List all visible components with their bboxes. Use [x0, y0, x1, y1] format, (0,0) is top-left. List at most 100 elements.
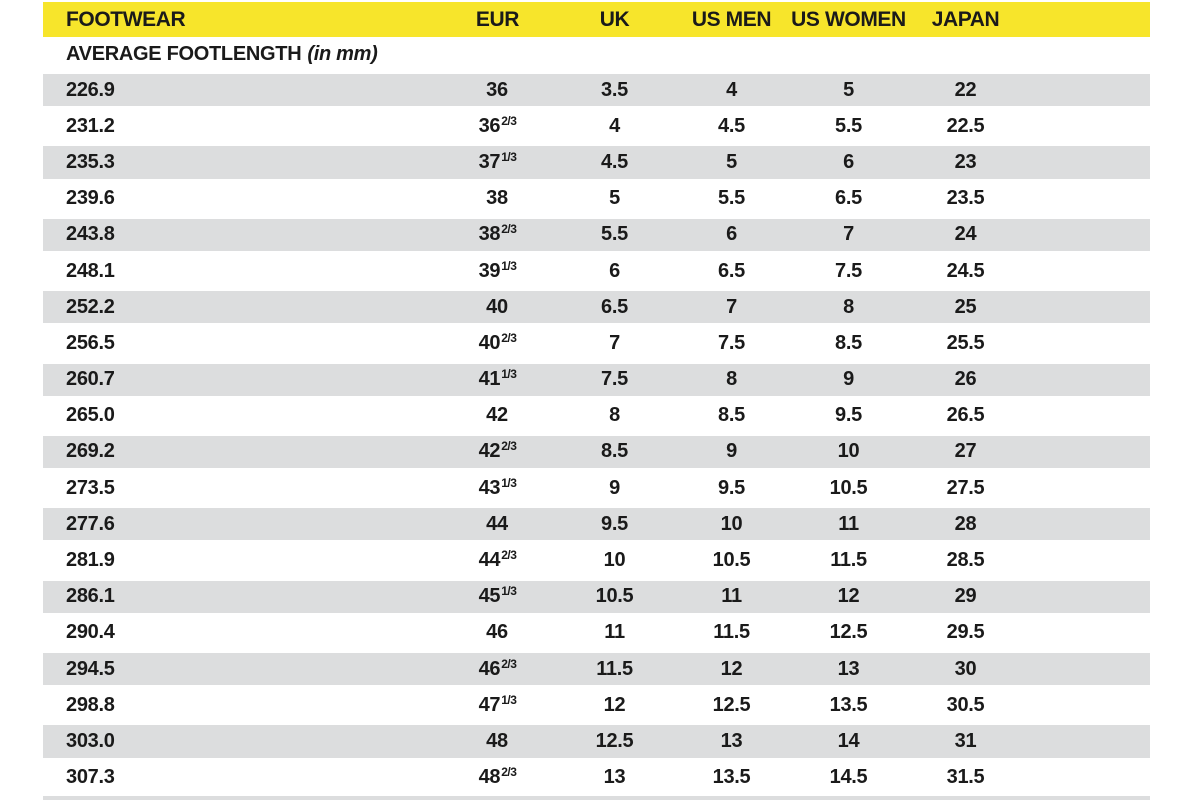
cell-eur-size: 42	[439, 404, 556, 427]
table-row: 248.1 391/3 6 6.5 7.5 24.5	[43, 252, 1150, 290]
cell-avg-footlength: 231.2	[66, 114, 115, 137]
subtitle-label: AVERAGE FOOTLENGTH (in mm)	[43, 43, 378, 66]
cell-avg-footlength: 256.5	[66, 331, 115, 354]
cell-us-men-size: 4	[726, 78, 737, 101]
cell-japan-size: 31	[954, 729, 977, 752]
cell-avg-footlength: 252.2	[66, 295, 115, 318]
cell-avg-footlength: 277.6	[66, 512, 115, 535]
cell-us-women-size: 14.5	[829, 766, 868, 789]
table-row: 298.8 471/3 12 12.5 13.5 30.5	[43, 687, 1150, 724]
table-row: 273.5 431/3 9 9.5 10.5 27.5	[43, 470, 1150, 507]
eur-size-base: 36	[478, 114, 501, 137]
cell-avg-footlength: 243.8	[66, 223, 115, 246]
table-row: 231.2 362/3 4 4.5 5.5 22.5	[43, 108, 1150, 145]
eur-size-base: 48	[478, 766, 501, 789]
cell-us-men-size: 11	[721, 585, 742, 608]
cell-avg-footlength: 281.9	[66, 549, 115, 572]
cell-uk-size: 11.5	[596, 657, 633, 680]
cell-us-men-size: 8	[726, 368, 737, 391]
cell-us-women-size: 5.5	[835, 114, 862, 137]
cell-eur-size: 362/3	[439, 114, 556, 138]
cell-eur-size: 431/3	[439, 476, 556, 500]
cell-eur-size: 422/3	[439, 439, 556, 463]
cell-uk-size: 12.5	[595, 729, 634, 752]
cell-us-women-size: 10	[837, 440, 860, 463]
cell-japan-size: 23.5	[946, 187, 985, 210]
cell-us-men-size: 9	[726, 440, 737, 463]
cell-japan-size: 28.5	[946, 549, 985, 572]
cell-us-women-size: 9	[843, 368, 854, 391]
cell-avg-footlength: 226.9	[66, 78, 115, 101]
cell-us-women-size: 12.5	[829, 621, 868, 644]
column-header-eur: EUR	[475, 7, 520, 31]
cell-eur-size: 40	[439, 296, 556, 319]
cell-eur-size: 471/3	[439, 693, 556, 717]
cell-uk-size: 11	[604, 621, 625, 644]
cell-avg-footlength: 269.2	[66, 440, 115, 463]
cell-avg-footlength: 260.7	[66, 368, 115, 391]
table-subtitle-row: AVERAGE FOOTLENGTH (in mm)	[43, 37, 1150, 72]
table-row: 256.5 402/3 7 7.5 8.5 25.5	[43, 325, 1150, 362]
cell-us-men-size: 5	[726, 150, 737, 173]
cell-japan-size: 26.5	[946, 404, 985, 427]
cell-us-women-size: 8	[843, 295, 854, 318]
table-row: 239.6 38 5 5.5 6.5 23.5	[43, 180, 1150, 217]
eur-size-base: 45	[478, 585, 501, 608]
cell-japan-size: 22	[954, 78, 977, 101]
next-row-clipped-edge	[43, 795, 1150, 800]
eur-size-base: 38	[478, 223, 501, 246]
cell-avg-footlength: 248.1	[66, 259, 115, 282]
cell-eur-size: 451/3	[439, 584, 556, 608]
cell-eur-size: 391/3	[439, 259, 556, 283]
cell-eur-size: 48	[439, 730, 556, 753]
table-row: 269.2 422/3 8.5 9 10 27	[43, 433, 1150, 471]
table-row: 290.4 46 11 11.5 12.5 29.5	[43, 614, 1150, 651]
column-header-us-women: US WOMEN	[791, 7, 906, 31]
column-header-us-men: US MEN	[691, 7, 772, 31]
cell-uk-size: 5	[609, 187, 620, 210]
cell-us-women-size: 5	[843, 78, 854, 101]
cell-us-women-size: 12	[837, 585, 860, 608]
cell-us-men-size: 11.5	[713, 621, 750, 644]
cell-eur-size: 462/3	[439, 657, 556, 681]
cell-avg-footlength: 298.8	[66, 693, 115, 716]
cell-eur-size: 371/3	[439, 150, 556, 174]
table-row: 294.5 462/3 11.5 12 13 30	[43, 651, 1150, 688]
cell-avg-footlength: 235.3	[66, 150, 115, 173]
eur-size-base: 42	[486, 404, 508, 427]
cell-japan-size: 24.5	[946, 259, 985, 282]
cell-japan-size: 30	[954, 657, 977, 680]
cell-us-men-size: 5.5	[718, 187, 745, 210]
cell-uk-size: 8	[609, 404, 620, 427]
cell-avg-footlength: 286.1	[66, 585, 115, 608]
eur-size-base: 46	[486, 621, 508, 644]
eur-size-base: 39	[478, 259, 501, 282]
cell-us-women-size: 6	[843, 150, 854, 173]
cell-us-men-size: 7.5	[718, 331, 745, 354]
cell-uk-size: 10	[603, 549, 626, 572]
cell-us-men-size: 7	[726, 295, 737, 318]
cell-us-men-size: 6	[726, 223, 737, 246]
eur-size-base: 40	[486, 295, 508, 318]
cell-uk-size: 13	[603, 766, 626, 789]
cell-us-men-size: 10	[720, 512, 743, 535]
cell-us-women-size: 11.5	[830, 549, 867, 572]
cell-uk-size: 5.5	[601, 223, 628, 246]
eur-size-base: 43	[478, 476, 501, 499]
subtitle-unit-note: (in mm)	[307, 43, 378, 65]
cell-japan-size: 22.5	[946, 114, 985, 137]
cell-us-men-size: 12.5	[712, 693, 751, 716]
table-row: 281.9 442/3 10 10.5 11.5 28.5	[43, 542, 1150, 579]
cell-avg-footlength: 294.5	[66, 657, 115, 680]
cell-us-women-size: 13.5	[829, 693, 868, 716]
cell-avg-footlength: 303.0	[66, 729, 115, 752]
cell-uk-size: 8.5	[601, 440, 628, 463]
eur-size-base: 47	[478, 693, 501, 716]
table-row: 260.7 411/3 7.5 8 9 26	[43, 361, 1150, 398]
eur-size-base: 44	[478, 549, 501, 572]
cell-uk-size: 7	[609, 331, 620, 354]
cell-japan-size: 30.5	[946, 693, 985, 716]
table-row: 277.6 44 9.5 10 11 28	[43, 506, 1150, 543]
cell-japan-size: 25.5	[946, 331, 985, 354]
cell-uk-size: 12	[603, 693, 626, 716]
